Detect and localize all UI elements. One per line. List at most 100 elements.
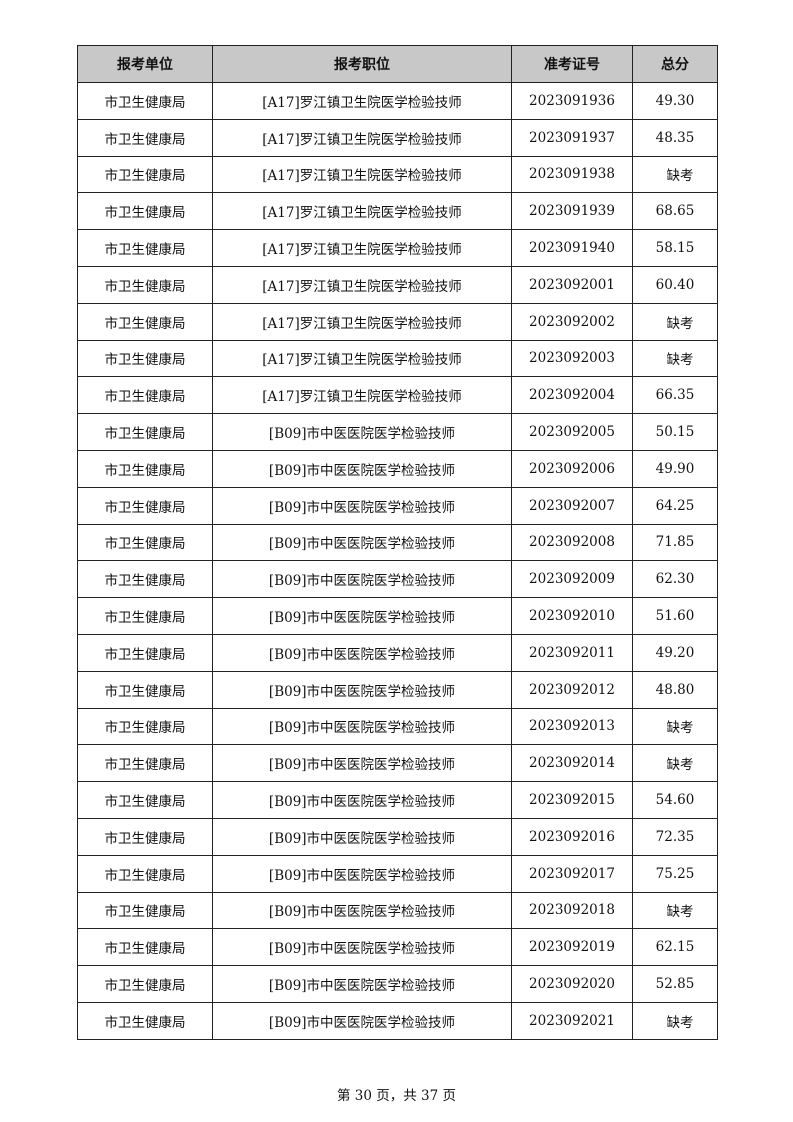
cell-unit: 市卫生健康局 (77, 854, 213, 893)
cell-unit: 市卫生健康局 (77, 891, 213, 930)
cell-exam-id: 2023092015 (511, 781, 633, 819)
cell-unit: 市卫生健康局 (77, 449, 213, 488)
cell-exam-id: 2023092018 (511, 891, 633, 930)
table-row: 市卫生健康局 [B09]市中医医院医学检验技师 2023092017 75.25 (77, 854, 718, 893)
cell-position: [B09]市中医医院医学检验技师 (212, 523, 512, 562)
cell-unit: 市卫生健康局 (77, 560, 213, 599)
table-row: 市卫生健康局 [B09]市中医医院医学检验技师 2023092016 72.35 (77, 817, 718, 856)
cell-unit: 市卫生健康局 (77, 928, 213, 967)
cell-total-score: 50.15 (632, 413, 718, 451)
cell-position: [A17]罗江镇卫生院医学检验技师 (212, 376, 512, 415)
cell-unit: 市卫生健康局 (77, 781, 213, 819)
cell-position: [B09]市中医医院医学检验技师 (212, 817, 512, 856)
cell-exam-id: 2023092007 (511, 486, 633, 525)
cell-unit: 市卫生健康局 (77, 1001, 213, 1040)
table-row: 市卫生健康局 [B09]市中医医院医学检验技师 2023092008 71.85 (77, 523, 718, 562)
table-row: 市卫生健康局 [B09]市中医医院医学检验技师 2023092005 50.15 (77, 413, 718, 451)
cell-position: [B09]市中医医院医学检验技师 (212, 1001, 512, 1040)
cell-total-score: 75.25 (632, 854, 718, 893)
table-row: 市卫生健康局 [B09]市中医医院医学检验技师 2023092021 缺考 (77, 1001, 718, 1040)
table-row: 市卫生健康局 [A17]罗江镇卫生院医学检验技师 2023091939 68.65 (77, 192, 718, 231)
cell-unit: 市卫生健康局 (77, 523, 213, 562)
cell-unit: 市卫生健康局 (77, 192, 213, 231)
cell-unit: 市卫生健康局 (77, 597, 213, 635)
cell-exam-id: 2023092002 (511, 302, 633, 341)
cell-exam-id: 2023092008 (511, 523, 633, 562)
cell-total-score: 48.80 (632, 670, 718, 709)
cell-position: [B09]市中医医院医学检验技师 (212, 965, 512, 1003)
header-exam-id: 准考证号 (511, 45, 633, 83)
cell-unit: 市卫生健康局 (77, 633, 213, 672)
cell-exam-id: 2023092003 (511, 339, 633, 378)
cell-total-score: 52.85 (632, 965, 718, 1003)
cell-unit: 市卫生健康局 (77, 265, 213, 304)
page-footer: 第 30 页，共 37 页 (336, 1088, 457, 1104)
cell-total-score: 缺考 (632, 1001, 718, 1040)
cell-total-score: 66.35 (632, 376, 718, 415)
table-row: 市卫生健康局 [A17]罗江镇卫生院医学检验技师 2023092003 缺考 (77, 339, 718, 378)
cell-total-score: 缺考 (632, 302, 718, 341)
cell-exam-id: 2023091938 (511, 155, 633, 194)
cell-exam-id: 2023092017 (511, 854, 633, 893)
cell-position: [B09]市中医医院医学检验技师 (212, 449, 512, 488)
cell-exam-id: 2023092013 (511, 707, 633, 746)
cell-exam-id: 2023092010 (511, 597, 633, 635)
cell-unit: 市卫生健康局 (77, 965, 213, 1003)
cell-position: [B09]市中医医院医学检验技师 (212, 413, 512, 451)
cell-total-score: 49.20 (632, 633, 718, 672)
table-row: 市卫生健康局 [A17]罗江镇卫生院医学检验技师 2023091938 缺考 (77, 155, 718, 194)
cell-position: [A17]罗江镇卫生院医学检验技师 (212, 339, 512, 378)
cell-position: [B09]市中医医院医学检验技师 (212, 560, 512, 599)
cell-exam-id: 2023092019 (511, 928, 633, 967)
cell-position: [B09]市中医医院医学检验技师 (212, 486, 512, 525)
cell-exam-id: 2023092012 (511, 670, 633, 709)
cell-exam-id: 2023091936 (511, 82, 633, 120)
table-row: 市卫生健康局 [B09]市中医医院医学检验技师 2023092018 缺考 (77, 891, 718, 930)
cell-unit: 市卫生健康局 (77, 817, 213, 856)
score-table: 报考单位 报考职位 准考证号 总分 市卫生健康局 [A17]罗江镇卫生院医学检验技… (77, 45, 718, 1040)
cell-total-score: 51.60 (632, 597, 718, 635)
cell-position: [A17]罗江镇卫生院医学检验技师 (212, 192, 512, 231)
table-row: 市卫生健康局 [B09]市中医医院医学检验技师 2023092012 48.80 (77, 670, 718, 709)
cell-position: [B09]市中医医院医学检验技师 (212, 891, 512, 930)
cell-unit: 市卫生健康局 (77, 82, 213, 120)
cell-total-score: 64.25 (632, 486, 718, 525)
cell-unit: 市卫生健康局 (77, 413, 213, 451)
cell-exam-id: 2023092004 (511, 376, 633, 415)
cell-total-score: 缺考 (632, 891, 718, 930)
table-row: 市卫生健康局 [B09]市中医医院医学检验技师 2023092019 62.15 (77, 928, 718, 967)
table-row: 市卫生健康局 [B09]市中医医院医学检验技师 2023092006 49.90 (77, 449, 718, 488)
cell-total-score: 72.35 (632, 817, 718, 856)
cell-exam-id: 2023092005 (511, 413, 633, 451)
cell-unit: 市卫生健康局 (77, 707, 213, 746)
cell-total-score: 60.40 (632, 265, 718, 304)
cell-unit: 市卫生健康局 (77, 339, 213, 378)
table-row: 市卫生健康局 [B09]市中医医院医学检验技师 2023092020 52.85 (77, 965, 718, 1003)
cell-position: [A17]罗江镇卫生院医学检验技师 (212, 82, 512, 120)
table-header-row: 报考单位 报考职位 准考证号 总分 (77, 45, 718, 83)
table-row: 市卫生健康局 [B09]市中医医院医学检验技师 2023092010 51.60 (77, 597, 718, 635)
cell-position: [A17]罗江镇卫生院医学检验技师 (212, 155, 512, 194)
cell-exam-id: 2023092016 (511, 817, 633, 856)
table-row: 市卫生健康局 [B09]市中医医院医学检验技师 2023092014 缺考 (77, 744, 718, 783)
cell-exam-id: 2023091937 (511, 118, 633, 157)
table-row: 市卫生健康局 [A17]罗江镇卫生院医学检验技师 2023092002 缺考 (77, 302, 718, 341)
cell-exam-id: 2023092020 (511, 965, 633, 1003)
cell-total-score: 48.35 (632, 118, 718, 157)
cell-unit: 市卫生健康局 (77, 670, 213, 709)
cell-total-score: 缺考 (632, 155, 718, 194)
cell-unit: 市卫生健康局 (77, 486, 213, 525)
table-row: 市卫生健康局 [B09]市中医医院医学检验技师 2023092015 54.60 (77, 781, 718, 819)
cell-position: [B09]市中医医院医学检验技师 (212, 854, 512, 893)
cell-position: [B09]市中医医院医学检验技师 (212, 781, 512, 819)
cell-position: [A17]罗江镇卫生院医学检验技师 (212, 118, 512, 157)
header-position: 报考职位 (212, 45, 512, 83)
cell-exam-id: 2023092009 (511, 560, 633, 599)
cell-total-score: 54.60 (632, 781, 718, 819)
table-row: 市卫生健康局 [A17]罗江镇卫生院医学检验技师 2023091936 49.30 (77, 82, 718, 120)
cell-total-score: 缺考 (632, 339, 718, 378)
cell-unit: 市卫生健康局 (77, 744, 213, 783)
cell-unit: 市卫生健康局 (77, 155, 213, 194)
table-row: 市卫生健康局 [A17]罗江镇卫生院医学检验技师 2023092001 60.40 (77, 265, 718, 304)
cell-unit: 市卫生健康局 (77, 229, 213, 267)
